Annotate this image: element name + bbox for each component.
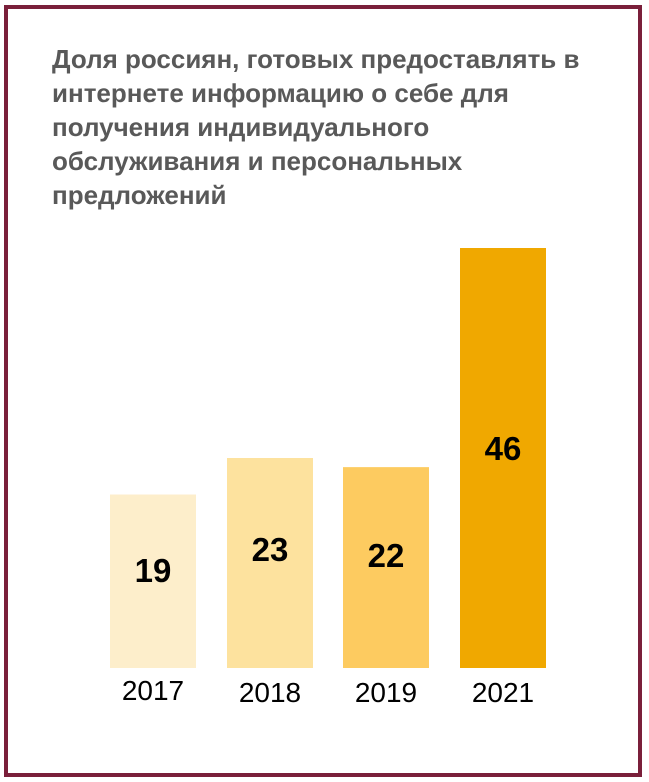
bar-value-label-2018: 23 [252, 531, 289, 568]
x-axis-tick-labels: 2017 2018 2019 2021 [122, 675, 534, 708]
bar-value-label-2017: 19 [135, 552, 172, 589]
x-tick-label-2018: 2018 [239, 677, 301, 708]
bars-group [110, 248, 546, 668]
bar-value-label-2021: 46 [485, 430, 522, 467]
bar-value-label-2019: 22 [368, 537, 405, 574]
bar-2021 [460, 248, 546, 668]
x-tick-label-2021: 2021 [472, 677, 534, 708]
x-tick-label-2017: 2017 [122, 675, 184, 706]
x-tick-label-2019: 2019 [355, 677, 417, 708]
bar-2018 [227, 458, 313, 668]
bar-2019 [343, 467, 429, 668]
bar-2017 [110, 494, 196, 668]
chart-title: Доля россиян, готовых предоставлять в ин… [52, 44, 580, 210]
value-labels-group: 19 23 22 46 [135, 430, 522, 589]
